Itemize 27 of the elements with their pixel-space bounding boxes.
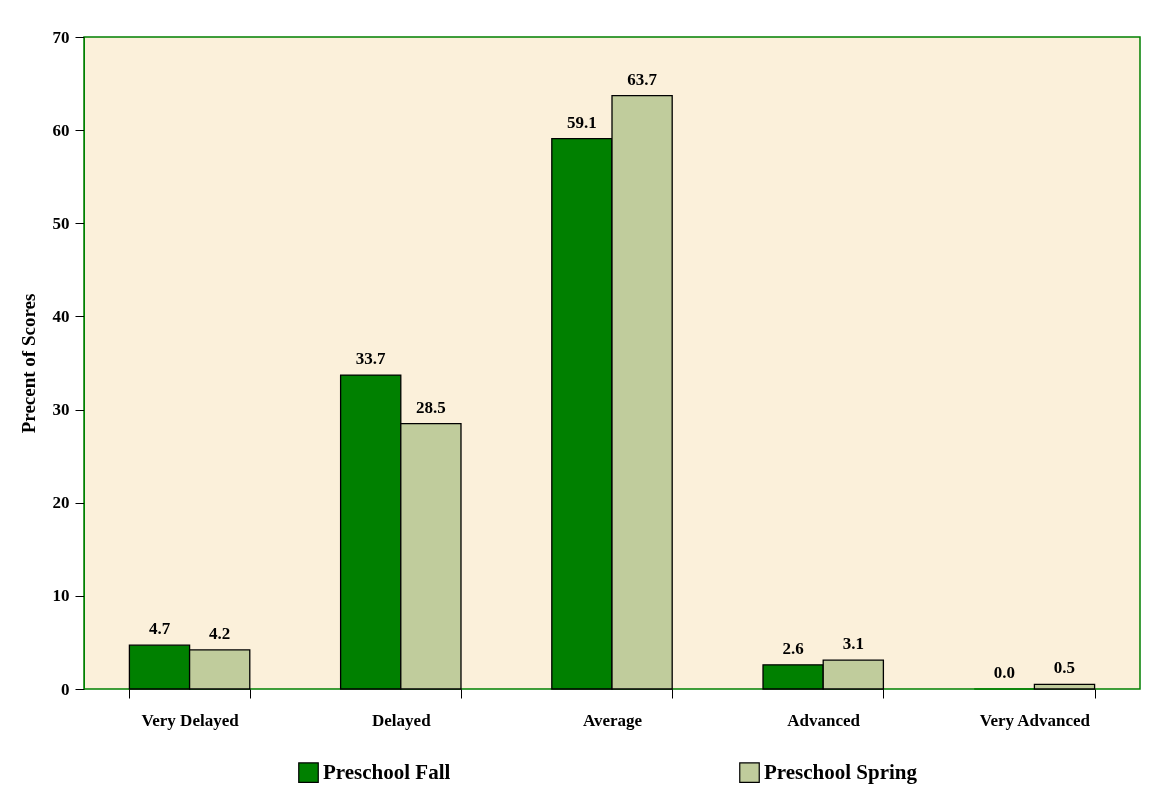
data-label: 3.1 <box>842 634 864 654</box>
x-tick-label: Very Delayed <box>141 710 240 730</box>
y-tick-label: 70 <box>52 27 70 47</box>
data-label: 59.1 <box>567 112 597 132</box>
y-tick-label: 0 <box>61 679 70 699</box>
x-tick-label: Very Advanced <box>979 710 1091 730</box>
x-tick-label: Average <box>582 710 643 730</box>
y-tick-label: 60 <box>52 120 70 140</box>
y-tick-label: 50 <box>52 213 70 233</box>
data-label: 0.5 <box>1053 658 1076 678</box>
y-tick-label: 10 <box>52 586 70 606</box>
data-label: 33.7 <box>355 349 387 369</box>
x-tick-label: Advanced <box>787 710 861 730</box>
data-label: 63.7 <box>627 69 658 89</box>
legend-label: Preschool Fall <box>323 759 451 784</box>
y-tick-label: 30 <box>52 400 70 420</box>
y-tick-label: 40 <box>52 306 70 326</box>
legend-label: Preschool Spring <box>764 759 918 784</box>
data-label: 28.5 <box>416 397 446 417</box>
data-label: 2.6 <box>782 638 804 658</box>
y-axis-title: Precent of Scores <box>17 293 39 434</box>
data-label: 0.0 <box>993 663 1015 682</box>
bar <box>1033 683 1096 690</box>
y-tick-label: 20 <box>52 493 70 513</box>
data-label: 4.2 <box>209 623 231 643</box>
x-tick-label: Delayed <box>372 710 432 730</box>
data-label: 4.7 <box>148 619 171 639</box>
